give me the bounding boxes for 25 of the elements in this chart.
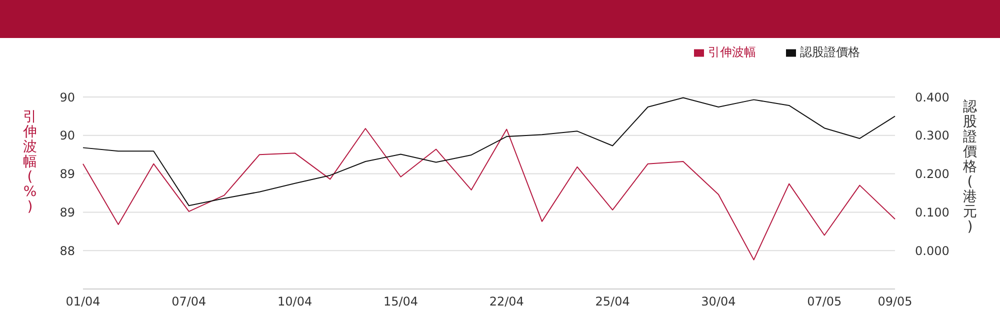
x-tick-label: 15/04 (383, 294, 418, 309)
y-tick-label: 89 (60, 205, 75, 220)
y-axis-title: 引伸波幅(%) (22, 109, 38, 215)
y2-tick-label: 0.100 (915, 205, 950, 220)
text: 認股證價格(港元) (963, 99, 977, 235)
y-tick-label: 90 (60, 90, 75, 104)
y2-tick-label: 0.400 (915, 90, 950, 104)
x-tick-label: 07/04 (172, 294, 206, 309)
x-tick-label: 09/05 (878, 294, 912, 309)
legend-label: 引伸波幅 (708, 45, 756, 59)
x-tick-label: 25/04 (595, 294, 630, 309)
x-tick-label: 07/05 (807, 294, 842, 309)
line-series (82, 97, 896, 206)
y-tick-label: 88 (60, 244, 75, 258)
y2-tick-label: 0.300 (915, 128, 950, 143)
x-tick-label: 22/04 (489, 294, 524, 309)
legend-label: 認股證價格 (800, 45, 860, 59)
y2-tick-label: 0.000 (915, 244, 950, 258)
x-tick-label: 30/04 (701, 294, 736, 309)
y-tick-label: 90 (60, 128, 75, 143)
x-tick-label: 01/04 (66, 294, 100, 309)
x-tick-label: 10/04 (278, 294, 312, 309)
y2-tick-label: 0.200 (915, 167, 950, 182)
y-tick-label: 89 (60, 167, 75, 182)
line-series (82, 128, 896, 260)
